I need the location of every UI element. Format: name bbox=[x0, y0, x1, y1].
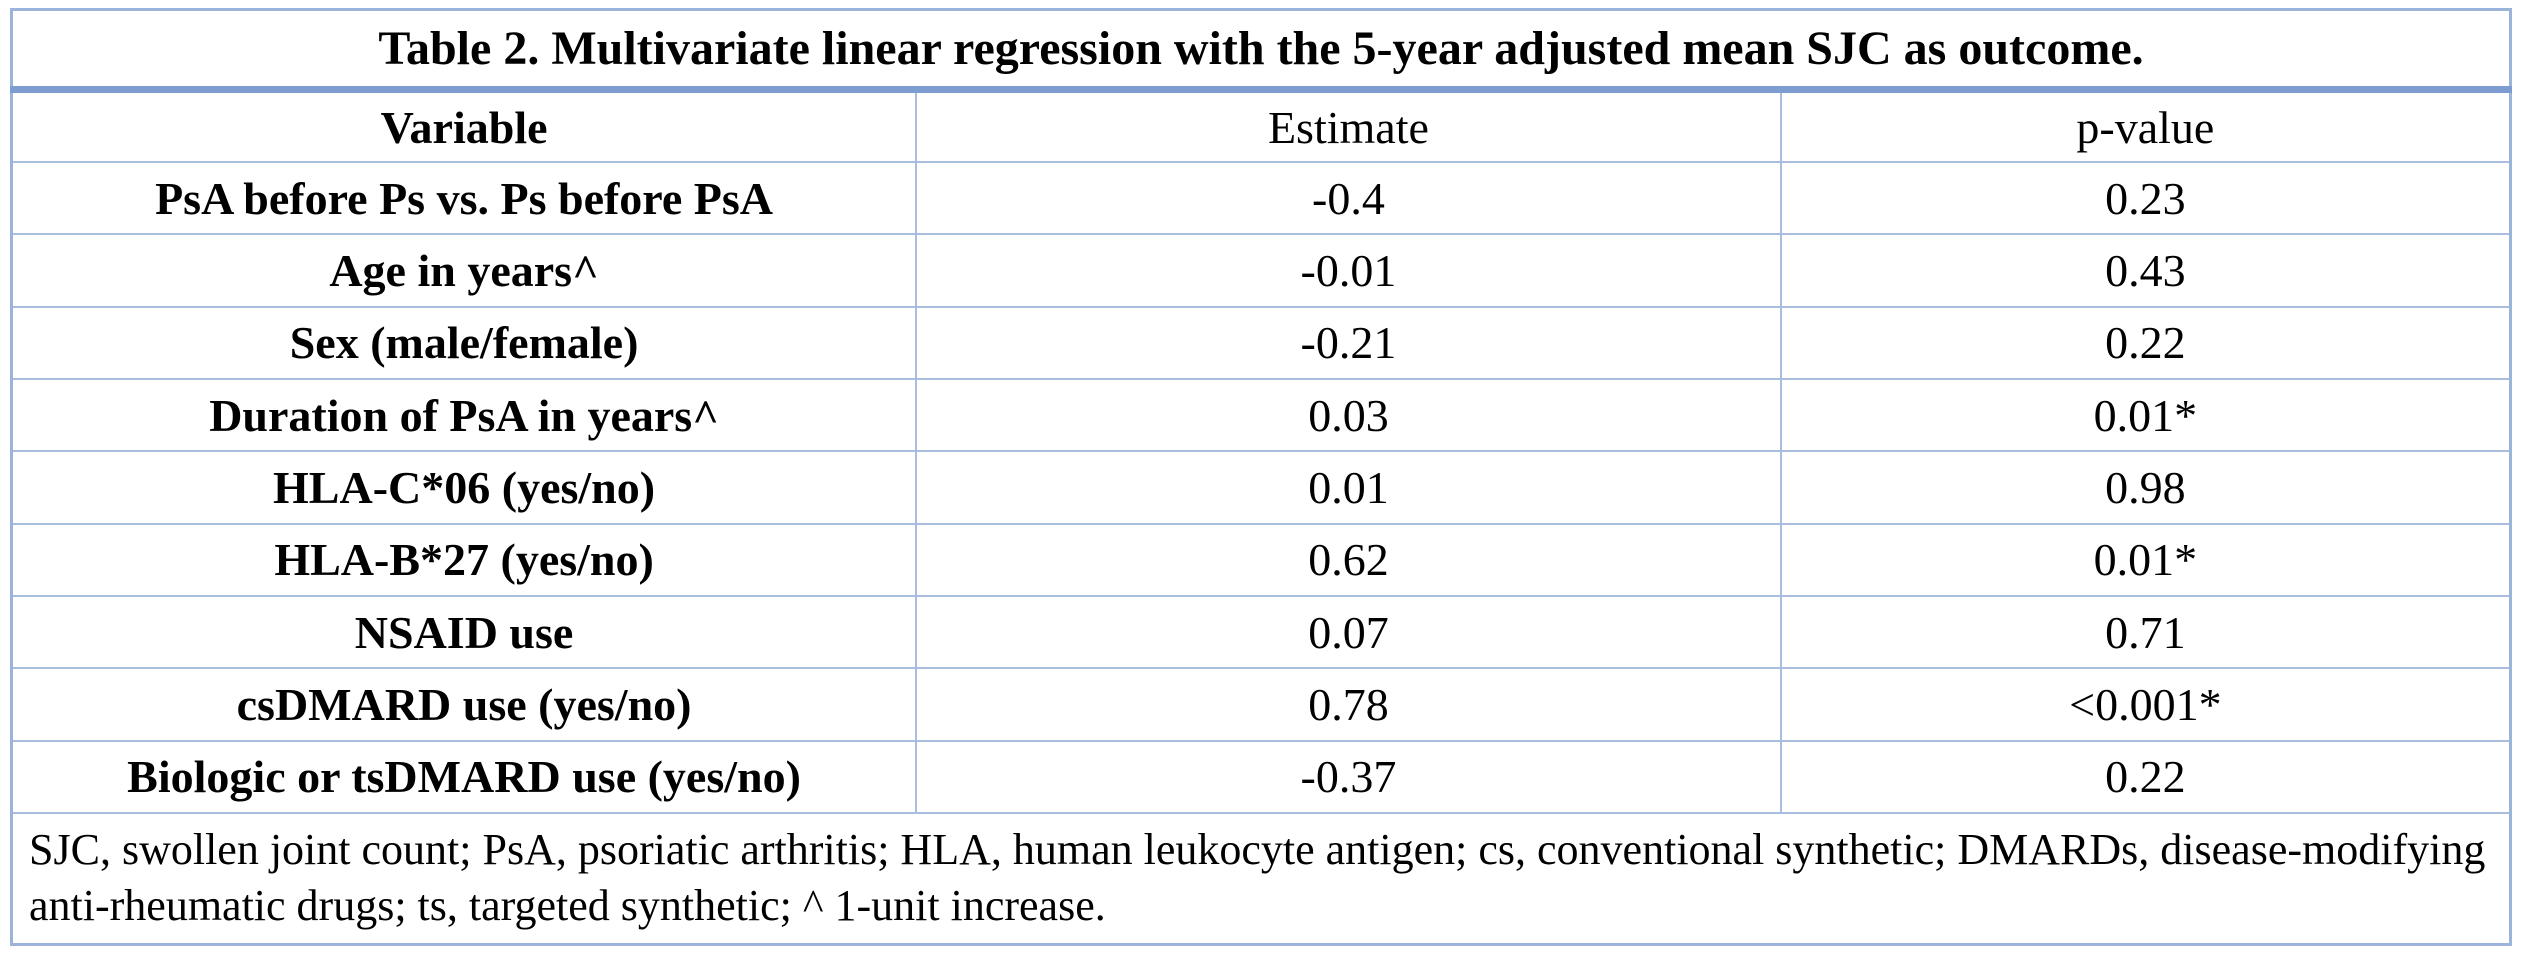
column-header-estimate: Estimate bbox=[915, 88, 1782, 164]
variable-cell: NSAID use bbox=[10, 594, 918, 670]
variable-cell: HLA-B*27 (yes/no) bbox=[10, 522, 918, 597]
table-row: Biologic or tsDMARD use (yes/no) -0.37 0… bbox=[10, 739, 2512, 814]
title-row: Table 2. Multivariate linear regression … bbox=[10, 8, 2512, 94]
variable-cell: Duration of PsA in years^ bbox=[10, 378, 918, 453]
column-header-p-value: p-value bbox=[1779, 88, 2512, 164]
variable-cell: Biologic or tsDMARD use (yes/no) bbox=[10, 739, 918, 814]
table-footnote: SJC, swollen joint count; PsA, psoriatic… bbox=[10, 811, 2512, 946]
table-row: Sex (male/female) -0.21 0.22 bbox=[10, 305, 2512, 381]
table-row: PsA before Ps vs. Ps before PsA -0.4 0.2… bbox=[10, 161, 2512, 236]
variable-cell: PsA before Ps vs. Ps before PsA bbox=[10, 161, 918, 236]
p-value-cell: 0.22 bbox=[1779, 739, 2512, 814]
table-title: Table 2. Multivariate linear regression … bbox=[10, 8, 2512, 94]
footnote-row: SJC, swollen joint count; PsA, psoriatic… bbox=[10, 811, 2512, 946]
p-value-cell: 0.43 bbox=[1779, 233, 2512, 308]
estimate-cell: 0.62 bbox=[915, 522, 1782, 597]
table-row: NSAID use 0.07 0.71 bbox=[10, 594, 2512, 670]
header-row: Variable Estimate p-value bbox=[10, 88, 2512, 164]
estimate-cell: 0.01 bbox=[915, 450, 1782, 525]
estimate-cell: 0.03 bbox=[915, 378, 1782, 453]
p-value-cell: <0.001* bbox=[1779, 667, 2512, 742]
estimate-cell: -0.4 bbox=[915, 161, 1782, 236]
variable-cell: csDMARD use (yes/no) bbox=[10, 667, 918, 742]
regression-table-container: Table 2. Multivariate linear regression … bbox=[10, 8, 2512, 946]
variable-cell: Age in years^ bbox=[10, 233, 918, 308]
p-value-cell: 0.01* bbox=[1779, 522, 2512, 597]
estimate-cell: 0.78 bbox=[915, 667, 1782, 742]
table-row: HLA-B*27 (yes/no) 0.62 0.01* bbox=[10, 522, 2512, 597]
estimate-cell: -0.37 bbox=[915, 739, 1782, 814]
variable-cell: Sex (male/female) bbox=[10, 305, 918, 381]
p-value-cell: 0.71 bbox=[1779, 594, 2512, 670]
p-value-cell: 0.98 bbox=[1779, 450, 2512, 525]
p-value-cell: 0.23 bbox=[1779, 161, 2512, 236]
variable-cell: HLA-C*06 (yes/no) bbox=[10, 450, 918, 525]
table-row: Duration of PsA in years^ 0.03 0.01* bbox=[10, 378, 2512, 453]
estimate-cell: 0.07 bbox=[915, 594, 1782, 670]
p-value-cell: 0.22 bbox=[1779, 305, 2512, 381]
regression-table: Table 2. Multivariate linear regression … bbox=[10, 8, 2512, 946]
table-row: HLA-C*06 (yes/no) 0.01 0.98 bbox=[10, 450, 2512, 525]
column-header-variable: Variable bbox=[10, 88, 918, 164]
table-row: Age in years^ -0.01 0.43 bbox=[10, 233, 2512, 308]
table-row: csDMARD use (yes/no) 0.78 <0.001* bbox=[10, 667, 2512, 742]
p-value-cell: 0.01* bbox=[1779, 378, 2512, 453]
estimate-cell: -0.21 bbox=[915, 305, 1782, 381]
estimate-cell: -0.01 bbox=[915, 233, 1782, 308]
